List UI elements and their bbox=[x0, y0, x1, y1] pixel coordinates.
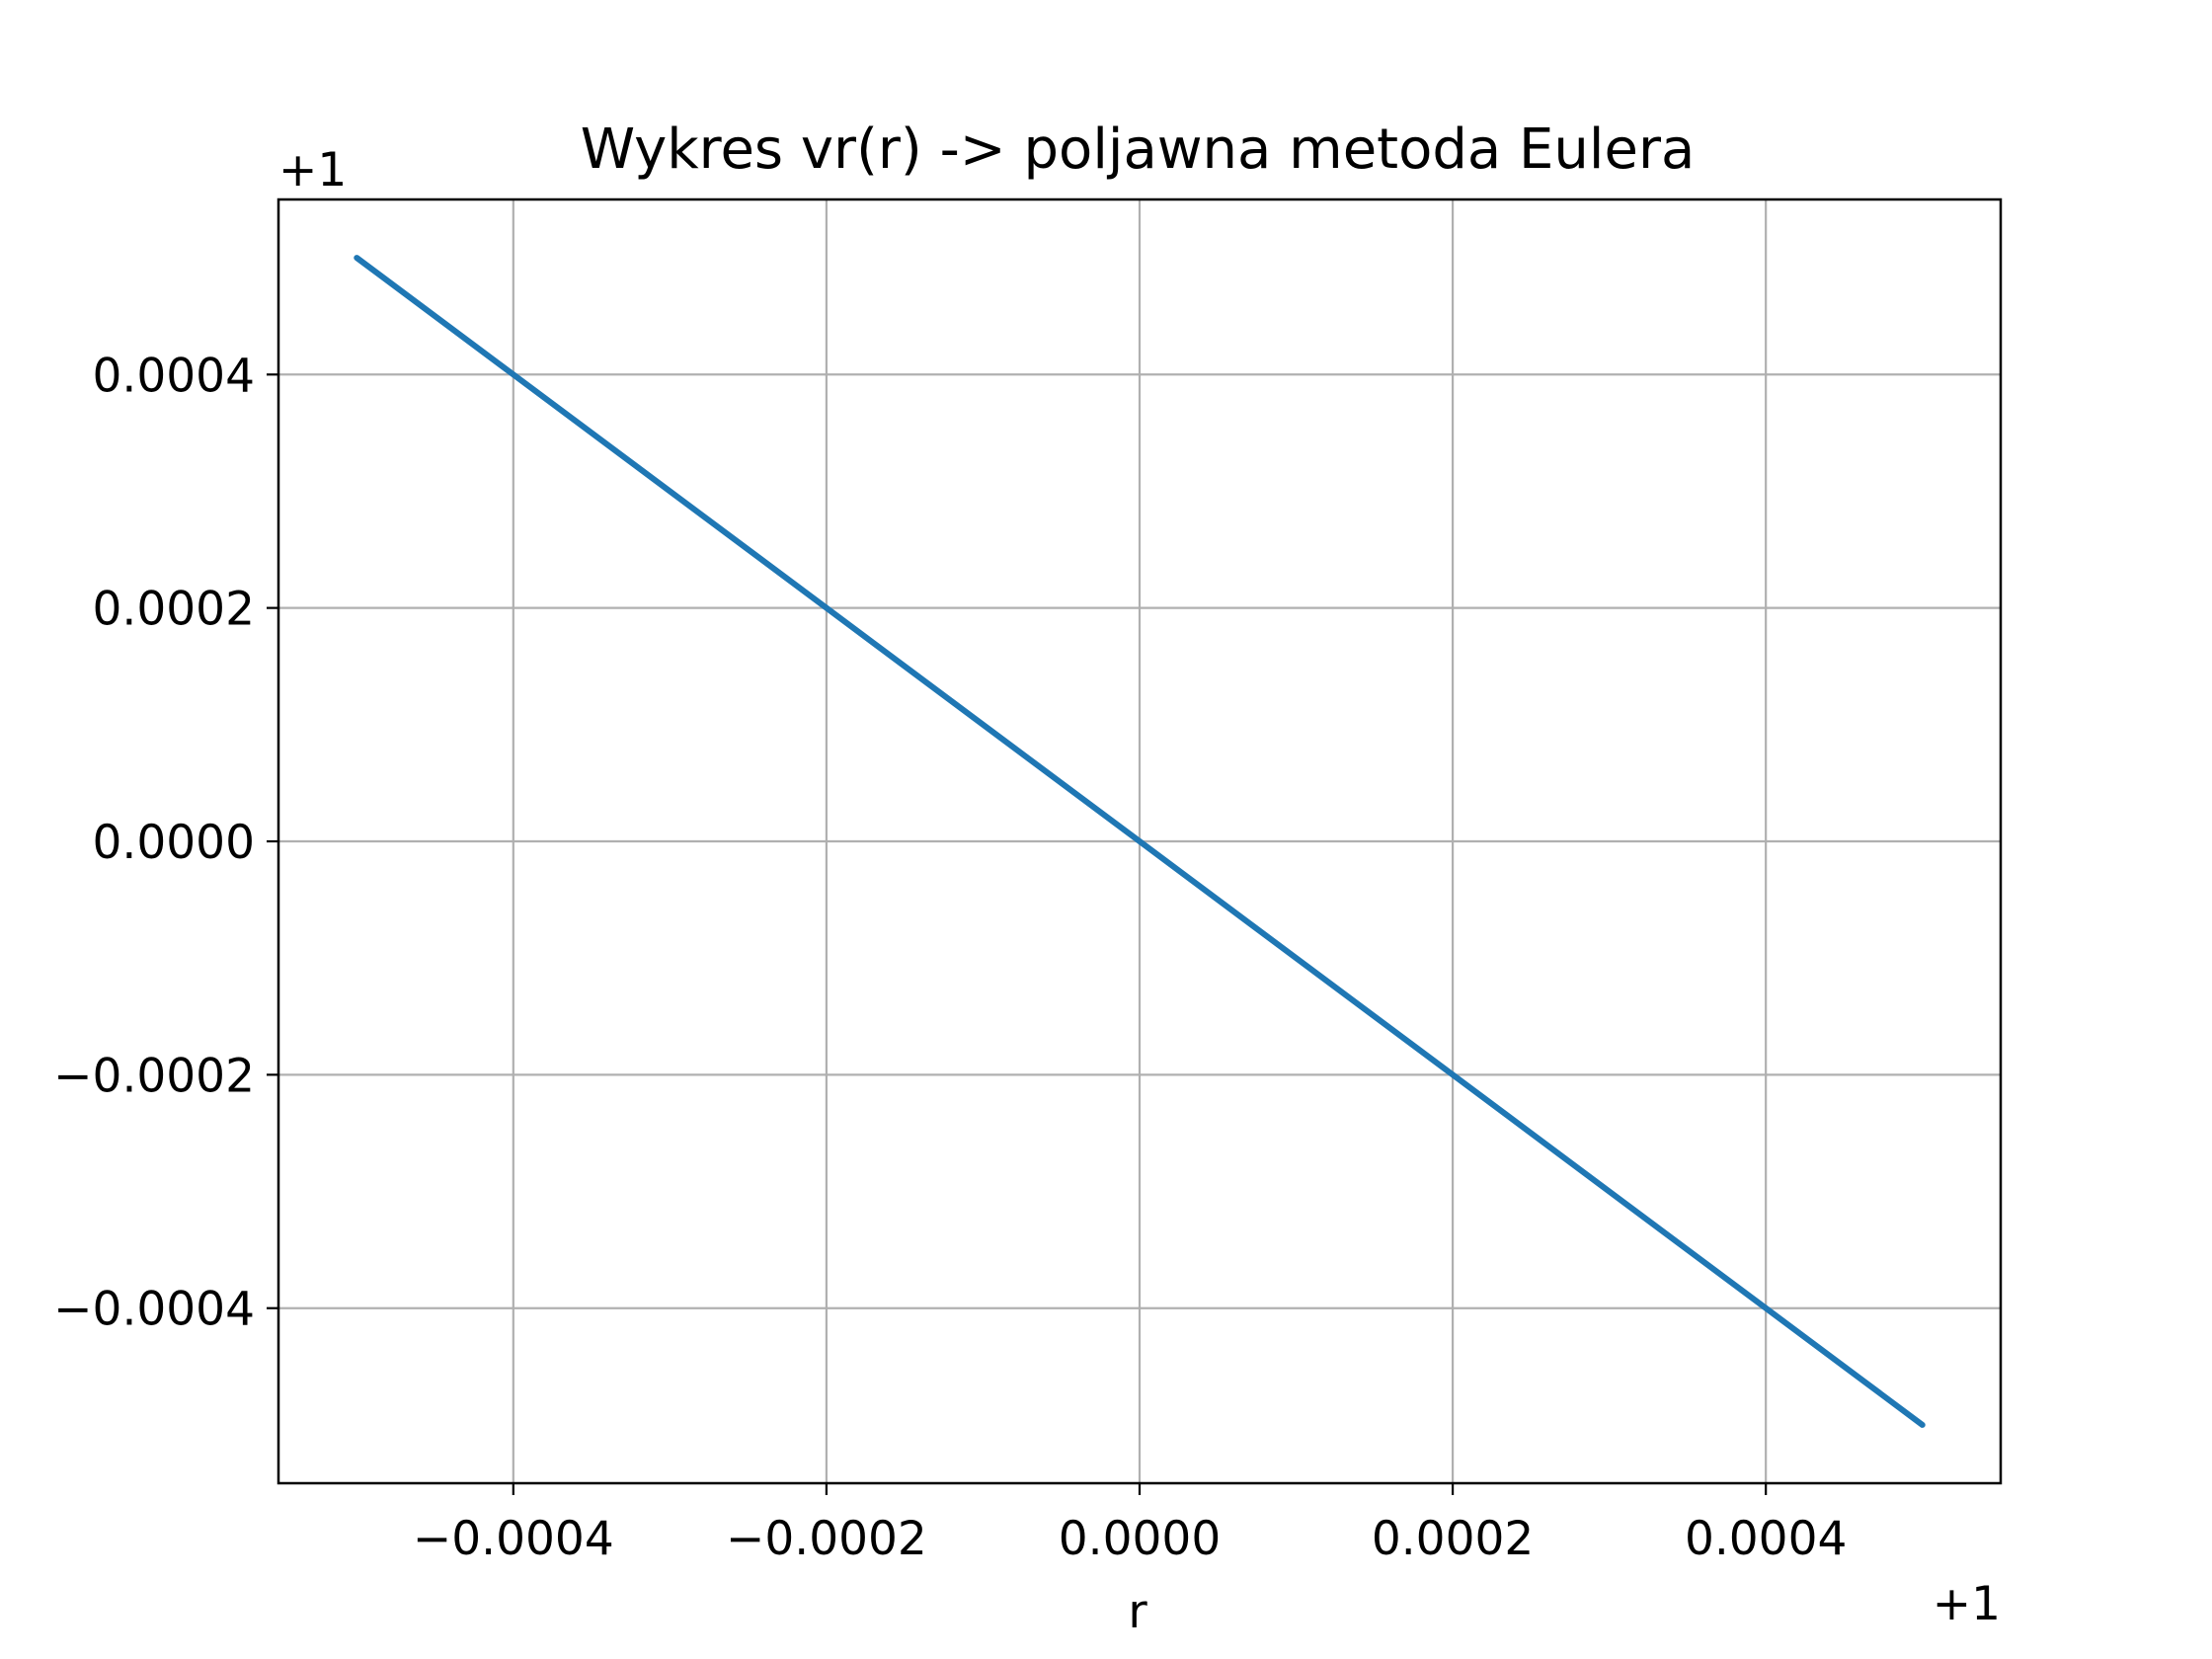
series-layer bbox=[354, 255, 1926, 1428]
y-axis-offset-label: +1 bbox=[278, 143, 347, 198]
x-tick-label: −0.0002 bbox=[726, 1512, 927, 1566]
x-axis: −0.0004 −0.0002 0.0000 0.0002 0.0004 bbox=[413, 1483, 1847, 1566]
x-tick-label: 0.0002 bbox=[1372, 1512, 1534, 1566]
x-axis-label: r bbox=[1128, 1585, 1147, 1639]
y-tick-label: 0.0000 bbox=[93, 816, 255, 870]
y-tick-label: 0.0002 bbox=[93, 583, 255, 637]
series-line bbox=[354, 255, 1926, 1428]
chart-title: Wykres vr(r) -> poljawna metoda Eulera bbox=[581, 118, 1696, 182]
grid bbox=[278, 199, 2001, 1483]
x-axis-offset-label: +1 bbox=[1933, 1577, 2001, 1631]
y-tick-label: 0.0004 bbox=[93, 349, 255, 403]
x-tick-label: −0.0004 bbox=[413, 1512, 614, 1566]
x-tick-label: 0.0004 bbox=[1685, 1512, 1847, 1566]
y-tick-label: −0.0004 bbox=[53, 1283, 255, 1337]
y-tick-label: −0.0002 bbox=[53, 1049, 255, 1103]
x-tick-label: 0.0000 bbox=[1059, 1512, 1221, 1566]
y-axis: −0.0004 −0.0002 0.0000 0.0002 0.0004 bbox=[53, 349, 278, 1337]
